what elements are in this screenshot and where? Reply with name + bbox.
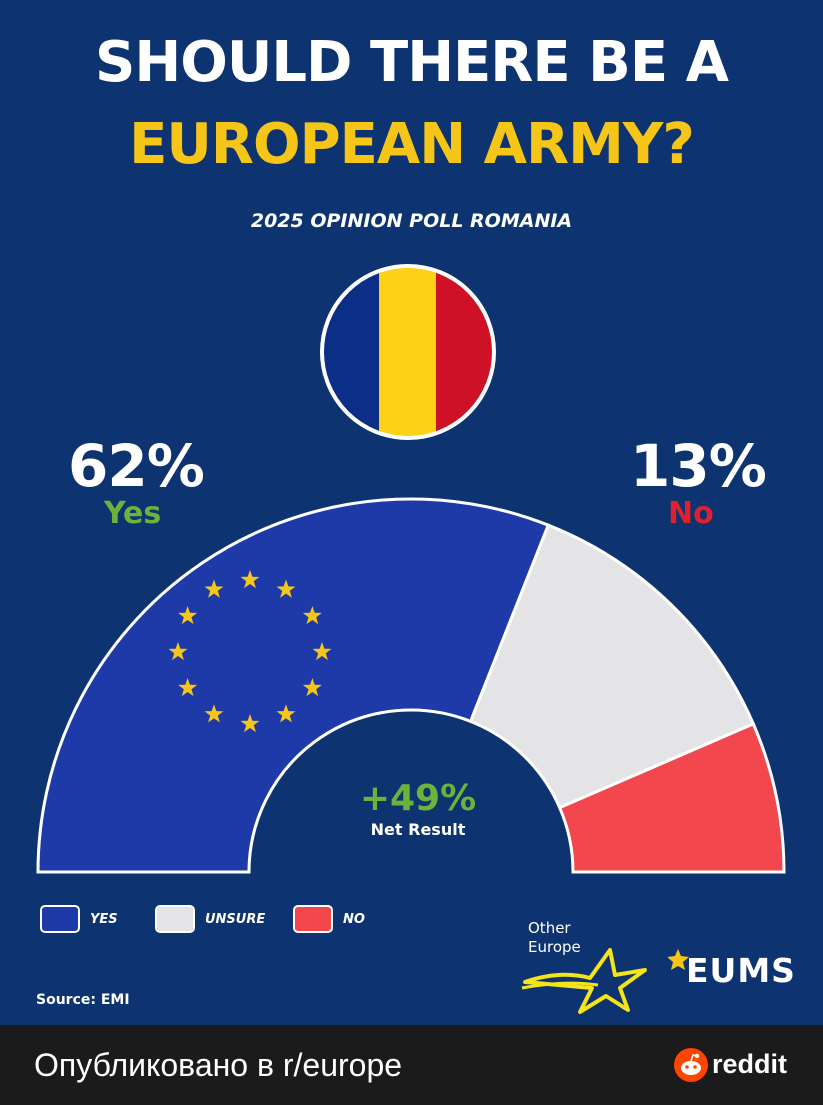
flag-stripe-blue [322, 266, 380, 438]
eu-star [178, 678, 198, 697]
legend-item-no: NO [293, 903, 365, 935]
flag-stripe-yellow [379, 266, 437, 438]
subtitle: 2025 OPINION POLL ROMANIA [250, 210, 573, 232]
legend-swatch-unsure [155, 905, 195, 933]
eu-star [178, 606, 198, 625]
title-line-2: EUROPEAN ARMY? [129, 112, 695, 177]
net-result-label: Net Result [370, 820, 466, 839]
legend-item-unsure: UNSURE [155, 903, 265, 935]
legend-label-yes: YES [90, 911, 118, 927]
eu-star [240, 714, 260, 733]
no-label: No [668, 496, 714, 531]
chart-slice-yes [36, 497, 551, 874]
eu-star [302, 606, 322, 625]
title-line-1: SHOULD THERE BE A [95, 30, 729, 95]
eu-star [204, 704, 224, 723]
footer-bar: Опубликовано в r/europe reddit [0, 1025, 823, 1105]
legend-swatch-no [293, 905, 333, 933]
eu-star [276, 579, 296, 598]
eu-star [240, 570, 260, 589]
eu-star [204, 579, 224, 598]
no-percentage: 13% [630, 432, 767, 500]
legend-label-no: NO [343, 911, 365, 927]
net-result-value: +49% [359, 778, 477, 819]
eu-stars-icon [168, 570, 332, 733]
source-label: Source: EMI [36, 992, 130, 1008]
poster: SHOULD THERE BE A EUROPEAN ARMY? 2025 OP… [36, 30, 796, 1014]
eu-star [276, 704, 296, 723]
chart-slice-unsure [468, 523, 756, 810]
eu-star [168, 642, 188, 661]
eums-logo-text: EUMS [686, 951, 796, 990]
reddit-wordmark: reddit [712, 1049, 788, 1079]
yes-percentage: 62% [68, 432, 205, 500]
other-europe-line-2: Europe [528, 938, 581, 956]
other-europe-star-logo-icon [521, 948, 647, 1014]
legend-item-yes: YES [40, 903, 118, 935]
reddit-logo-icon [674, 1048, 708, 1082]
legend-label-unsure: UNSURE [205, 911, 266, 927]
eums-star-icon [668, 949, 689, 970]
eu-star [312, 642, 332, 661]
chart-slice-no [557, 721, 786, 874]
semi-donut-chart [36, 264, 786, 874]
flag-stripe-red [436, 266, 494, 438]
yes-label: Yes [104, 496, 162, 531]
other-europe-line-1: Other [528, 919, 571, 937]
romania-flag-icon [320, 264, 496, 440]
legend-swatch-yes [40, 905, 80, 933]
eu-star [302, 678, 322, 697]
footer-caption: Опубликовано в r/europe [34, 1047, 403, 1083]
other-europe-logo-text: Other Europe [528, 919, 581, 957]
